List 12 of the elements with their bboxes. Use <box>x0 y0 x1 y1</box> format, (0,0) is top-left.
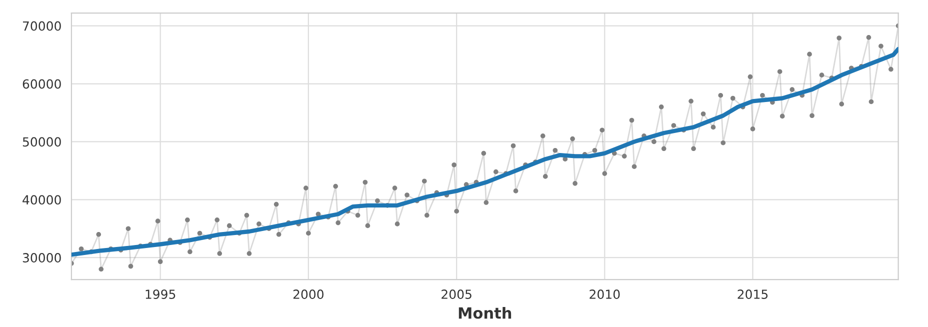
x-tick-label: 2015 <box>738 290 768 299</box>
x-axis-title: Month <box>458 306 512 319</box>
y-tick-label: 60000 <box>22 79 61 89</box>
y-tick-label: 70000 <box>22 21 61 31</box>
x-tick-label: 2010 <box>590 290 620 299</box>
x-tick-label: 1995 <box>146 290 176 299</box>
y-tick-label: 30000 <box>22 253 61 262</box>
x-tick-label: 2000 <box>293 290 324 299</box>
y-tick-label: 50000 <box>22 137 61 147</box>
line-series <box>71 46 898 257</box>
x-tick-label: 2005 <box>442 290 472 299</box>
y-tick-label: 40000 <box>22 195 61 205</box>
